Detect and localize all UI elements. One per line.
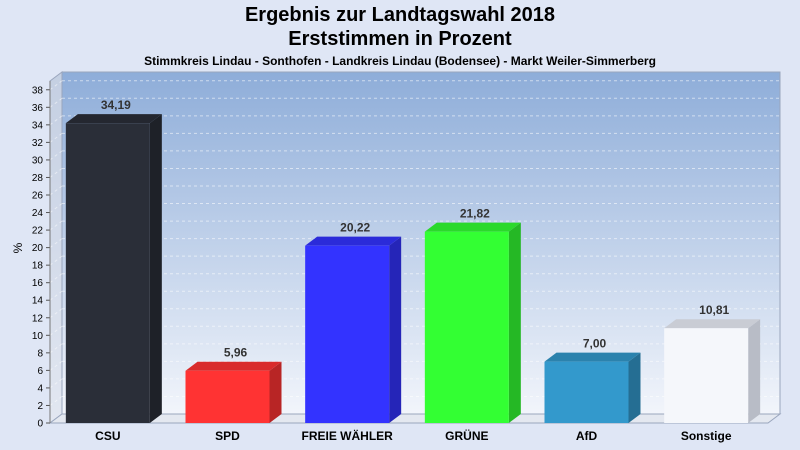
value-label: 5,96 — [224, 346, 248, 360]
bar-front — [544, 361, 629, 423]
x-tick-label: CSU — [95, 429, 120, 443]
value-label: 7,00 — [583, 337, 607, 351]
y-tick-label: 24 — [32, 208, 44, 219]
y-tick-label: 16 — [32, 278, 44, 289]
gridline-wall — [49, 185, 63, 196]
gridline-wall — [49, 80, 63, 91]
value-label: 21,82 — [460, 207, 490, 221]
bar-side — [508, 222, 521, 423]
y-tick-label: 26 — [32, 191, 44, 202]
bar-top — [544, 352, 641, 362]
bar-top — [664, 319, 761, 329]
gridline-wall — [49, 132, 63, 143]
y-tick-label: 34 — [32, 120, 44, 131]
gridline-wall — [49, 273, 63, 284]
gridline-wall — [49, 97, 63, 108]
bar-side — [149, 114, 162, 424]
value-label: 20,22 — [340, 221, 370, 235]
y-tick-label: 38 — [32, 85, 44, 96]
gridline-wall — [49, 115, 63, 126]
y-tick-label: 28 — [32, 173, 44, 184]
chart-title: Ergebnis zur Landtagswahl 2018 — [244, 4, 556, 26]
plot-area — [61, 71, 781, 415]
gridline-wall — [49, 168, 63, 178]
bar-side — [628, 352, 641, 423]
gridline-wall — [49, 325, 63, 336]
value-label: 34,19 — [101, 98, 131, 112]
bar-front — [424, 231, 509, 423]
y-tick-label: 8 — [37, 348, 43, 359]
bar-side — [269, 361, 282, 423]
gridline-wall — [49, 396, 63, 406]
value-label: 10,81 — [699, 303, 729, 317]
y-tick-label: 6 — [37, 366, 43, 377]
y-tick-label: 36 — [32, 103, 44, 114]
y-tick-label: 14 — [32, 296, 44, 307]
gridline-wall — [49, 220, 63, 231]
bar-front — [664, 328, 749, 423]
bar-top — [185, 361, 282, 371]
y-tick-label: 4 — [37, 383, 43, 394]
x-tick-label: GRÜNE — [445, 428, 488, 443]
y-tick-label: 12 — [32, 313, 44, 324]
x-tick-label: FREIE WÄHLER — [301, 428, 393, 443]
bar-csu: 34,19 — [65, 98, 162, 424]
bar-grüne: 21,82 — [424, 207, 521, 423]
bar-top — [65, 114, 162, 124]
bar-front — [305, 245, 390, 423]
bar-front — [185, 370, 270, 423]
chart-subtitle: Erststimmen in Prozent — [288, 28, 512, 50]
gridline-wall — [49, 150, 63, 161]
gridline-wall — [49, 255, 63, 266]
y-tick-label: 32 — [32, 138, 44, 149]
bar-side — [389, 236, 402, 423]
chart-caption: Stimmkreis Lindau - Sonthofen - Landkrei… — [144, 54, 656, 68]
y-tick-label: 0 — [37, 419, 43, 430]
gridline-wall — [49, 290, 63, 301]
gridline-wall — [49, 343, 63, 354]
bar-side — [748, 319, 761, 423]
gridline-wall — [49, 360, 63, 371]
y-tick-label: 30 — [32, 155, 44, 166]
gridline-wall — [49, 308, 63, 319]
gridline-wall — [49, 378, 63, 389]
bar-top — [424, 222, 521, 232]
gridline-wall — [49, 238, 63, 249]
x-tick-label: Sonstige — [681, 429, 732, 443]
x-tick-label: SPD — [215, 429, 240, 443]
bar-sonstige: 10,81 — [664, 303, 761, 423]
bar-afd: 7,00 — [544, 337, 641, 423]
bar-front — [65, 123, 150, 424]
y-tick-label: 20 — [32, 243, 44, 254]
y-axis-label: % — [11, 242, 25, 253]
y-tick-label: 22 — [32, 226, 44, 237]
bar-top — [305, 236, 402, 246]
bar-spd: 5,96 — [185, 346, 282, 423]
y-tick-label: 10 — [32, 331, 44, 342]
gridline-wall — [49, 203, 63, 213]
y-tick-label: 2 — [37, 401, 43, 412]
bar-freie-wähler: 20,22 — [305, 221, 402, 423]
y-tick-label: 18 — [32, 261, 44, 272]
x-tick-label: AfD — [576, 429, 598, 443]
left-wall — [49, 71, 63, 424]
